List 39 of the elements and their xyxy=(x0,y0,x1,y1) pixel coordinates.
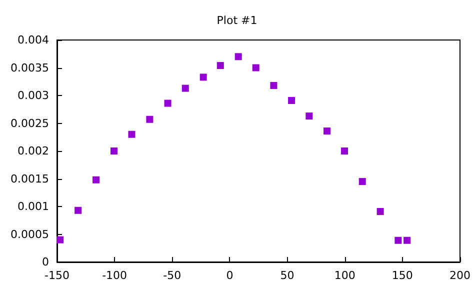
x-tick-label: 50 xyxy=(280,269,294,282)
point xyxy=(270,82,278,90)
y-tick-label: 0.002 xyxy=(18,144,49,158)
point xyxy=(216,62,224,70)
x-tick-label: -50 xyxy=(163,269,182,282)
point xyxy=(56,236,64,244)
point xyxy=(234,53,242,60)
point xyxy=(164,100,172,107)
point xyxy=(324,128,331,135)
y-tick-label: 0.0005 xyxy=(10,228,49,241)
x-tick-label: 100 xyxy=(334,269,356,282)
point xyxy=(200,74,207,81)
point xyxy=(92,176,100,184)
y-tick-label: 0.0035 xyxy=(10,61,49,74)
point xyxy=(288,96,296,104)
y-tick-label: 0.003 xyxy=(18,89,49,102)
point xyxy=(376,208,384,215)
point xyxy=(341,148,348,154)
point xyxy=(404,236,411,244)
x-tick-label: -100 xyxy=(102,269,128,282)
x-tick-label: -150 xyxy=(44,269,70,282)
x-tick-label: 150 xyxy=(392,269,413,282)
point xyxy=(146,116,154,123)
x-tick-label: 0 xyxy=(226,269,234,282)
point xyxy=(128,130,136,138)
point xyxy=(252,64,260,72)
x-tick-label: 200 xyxy=(450,269,470,282)
y-tick-label: 0 xyxy=(42,256,49,268)
chart-title: Plot #1 xyxy=(216,14,258,27)
point xyxy=(74,206,82,214)
y-tick-label: 0.001 xyxy=(18,200,49,213)
y-tick-label: 0.0025 xyxy=(10,116,49,130)
y-tick-label: 0.004 xyxy=(18,34,49,46)
point xyxy=(110,148,118,154)
point xyxy=(306,112,313,120)
y-tick-label: 0.0015 xyxy=(10,172,49,186)
point xyxy=(394,236,402,244)
point xyxy=(358,178,366,186)
point xyxy=(182,84,189,92)
